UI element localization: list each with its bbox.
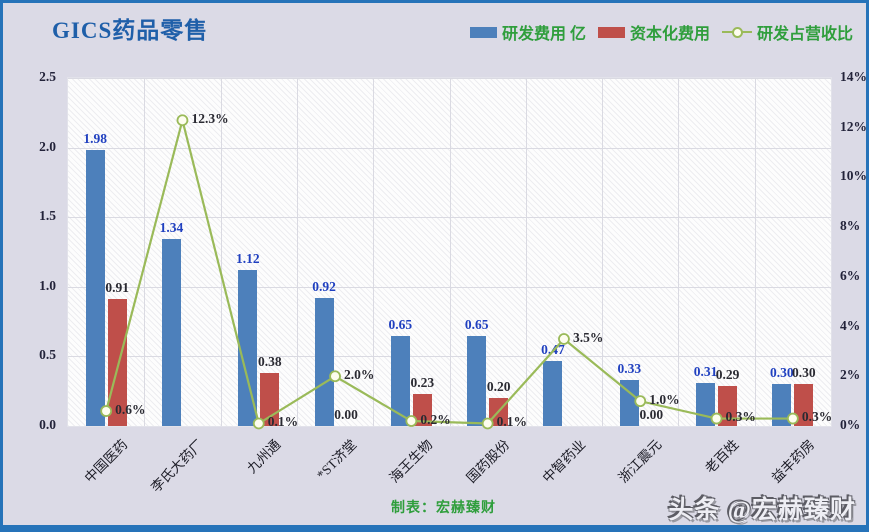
bar-value-label: 1.98 (83, 131, 107, 147)
bar-value-label: 1.34 (159, 220, 184, 236)
right-axis-tick: 4% (840, 317, 861, 333)
chart-title: GICS药品零售 (52, 18, 209, 43)
ratio-value-label: 1.0% (649, 391, 680, 407)
bar-rd-expense (390, 335, 410, 426)
right-axis-tick: 2% (840, 367, 861, 383)
line-marker-swatch-icon (721, 26, 752, 38)
bar-rd-expense (772, 384, 792, 426)
ratio-value-label: 0.6% (115, 401, 146, 417)
plot-area: 1.98 1.34 1.12 0.92 0.65 0.65 0.47 0.33 0.31 0.30… (67, 77, 833, 430)
right-axis-tick: 14% (840, 69, 867, 84)
bar-value-label: 0.00 (639, 407, 664, 422)
ratio-value-label: 12.3% (191, 110, 229, 126)
left-axis-tick: 0.0 (39, 417, 56, 432)
right-axis-tick: 6% (840, 267, 861, 283)
line-marker-icon (558, 333, 570, 345)
ratio-value-label: 0.1% (496, 414, 528, 429)
right-axis-tick: 10% (840, 168, 867, 184)
footer-credit: 制表：宏赫臻财 (391, 501, 496, 516)
v-gridline (296, 78, 298, 426)
ratio-value-label: 0.3% (725, 409, 756, 425)
ratio-line (100, 114, 799, 430)
v-gridline (602, 78, 604, 426)
bar-value-label: 0.29 (715, 366, 740, 382)
v-gridline (373, 78, 375, 426)
left-axis-tick: 2.5 (39, 69, 56, 84)
bar-value-label: 1.12 (235, 251, 260, 267)
bar-value-label: 0.31 (693, 363, 718, 379)
bar-value-label: 0.65 (464, 316, 489, 332)
ratio-value-label: 3.5% (572, 329, 604, 345)
line-marker-icon (481, 417, 494, 430)
bar-capitalized-expense (412, 393, 432, 426)
bar-value-label: 0.23 (410, 374, 435, 390)
bar-capitalized-expense (718, 385, 738, 426)
bar-rd-expense (161, 239, 181, 426)
right-axis-tick: 8% (840, 218, 861, 234)
v-gridline (678, 78, 680, 426)
red-bar-swatch-icon (597, 26, 625, 38)
ratio-value-label: 0.1% (267, 414, 299, 429)
v-gridline (220, 78, 222, 426)
left-axis-tick: 1.0 (39, 277, 56, 293)
bar-value-label: 0.33 (617, 361, 642, 377)
bar-value-label: 0.91 (105, 280, 129, 296)
right-axis-tick: 0% (840, 417, 861, 432)
line-marker-icon (405, 415, 418, 427)
v-gridline (525, 78, 527, 426)
v-gridline (144, 78, 146, 426)
v-gridline (754, 78, 756, 426)
legend-item-rd-expense: 研发费用 亿 (469, 20, 586, 44)
bar-rd-expense (467, 335, 487, 426)
left-axis-tick: 1.5 (39, 208, 56, 224)
bar-capitalized-expense (107, 299, 127, 426)
line-marker-icon (329, 370, 341, 383)
blue-bar-swatch-icon (469, 26, 497, 38)
bar-capitalized-expense (794, 384, 814, 426)
legend-item-rd-revenue-ratio: 研发占营收比 (721, 20, 853, 44)
line-marker-icon (786, 412, 799, 425)
legend: 研发费用 亿 资本化费用 研发占营收比 (469, 20, 853, 44)
legend-label-rd-revenue-ratio: 研发占营收比 (756, 26, 853, 43)
ratio-value-label: 0.2% (420, 411, 451, 427)
line-marker-icon (100, 405, 113, 417)
left-axis-tick: 2.0 (39, 138, 56, 154)
bar-rd-expense (314, 297, 334, 426)
watermark: 头条 @宏赫臻财 (668, 497, 856, 524)
legend-label-capitalized-expense: 资本化费用 (629, 26, 710, 43)
left-axis-tick: 0.5 (39, 347, 56, 363)
bar-value-label: 0.00 (334, 407, 358, 422)
bar-value-label: 0.65 (388, 316, 413, 332)
line-marker-icon (634, 395, 647, 408)
ratio-value-label: 2.0% (344, 366, 375, 382)
bar-rd-expense (85, 150, 105, 426)
line-marker-icon (710, 412, 723, 425)
bar-value-label: 0.30 (770, 365, 794, 381)
bar-rd-expense (619, 380, 639, 426)
bar-rd-expense (543, 360, 563, 426)
bar-value-label: 0.92 (312, 278, 336, 294)
bar-rd-expense (238, 270, 258, 426)
bar-value-label: 0.20 (486, 379, 511, 395)
bar-value-label: 0.30 (792, 365, 816, 381)
v-gridline (449, 78, 451, 426)
legend-label-rd-expense: 研发费用 亿 (501, 26, 586, 43)
bar-value-label: 0.38 (257, 354, 282, 370)
line-marker-icon (252, 417, 265, 430)
right-axis-tick: 12% (840, 118, 867, 134)
legend-item-capitalized-expense: 资本化费用 (597, 20, 710, 44)
ratio-value-label: 0.3% (801, 409, 833, 425)
line-marker-icon (176, 114, 189, 127)
